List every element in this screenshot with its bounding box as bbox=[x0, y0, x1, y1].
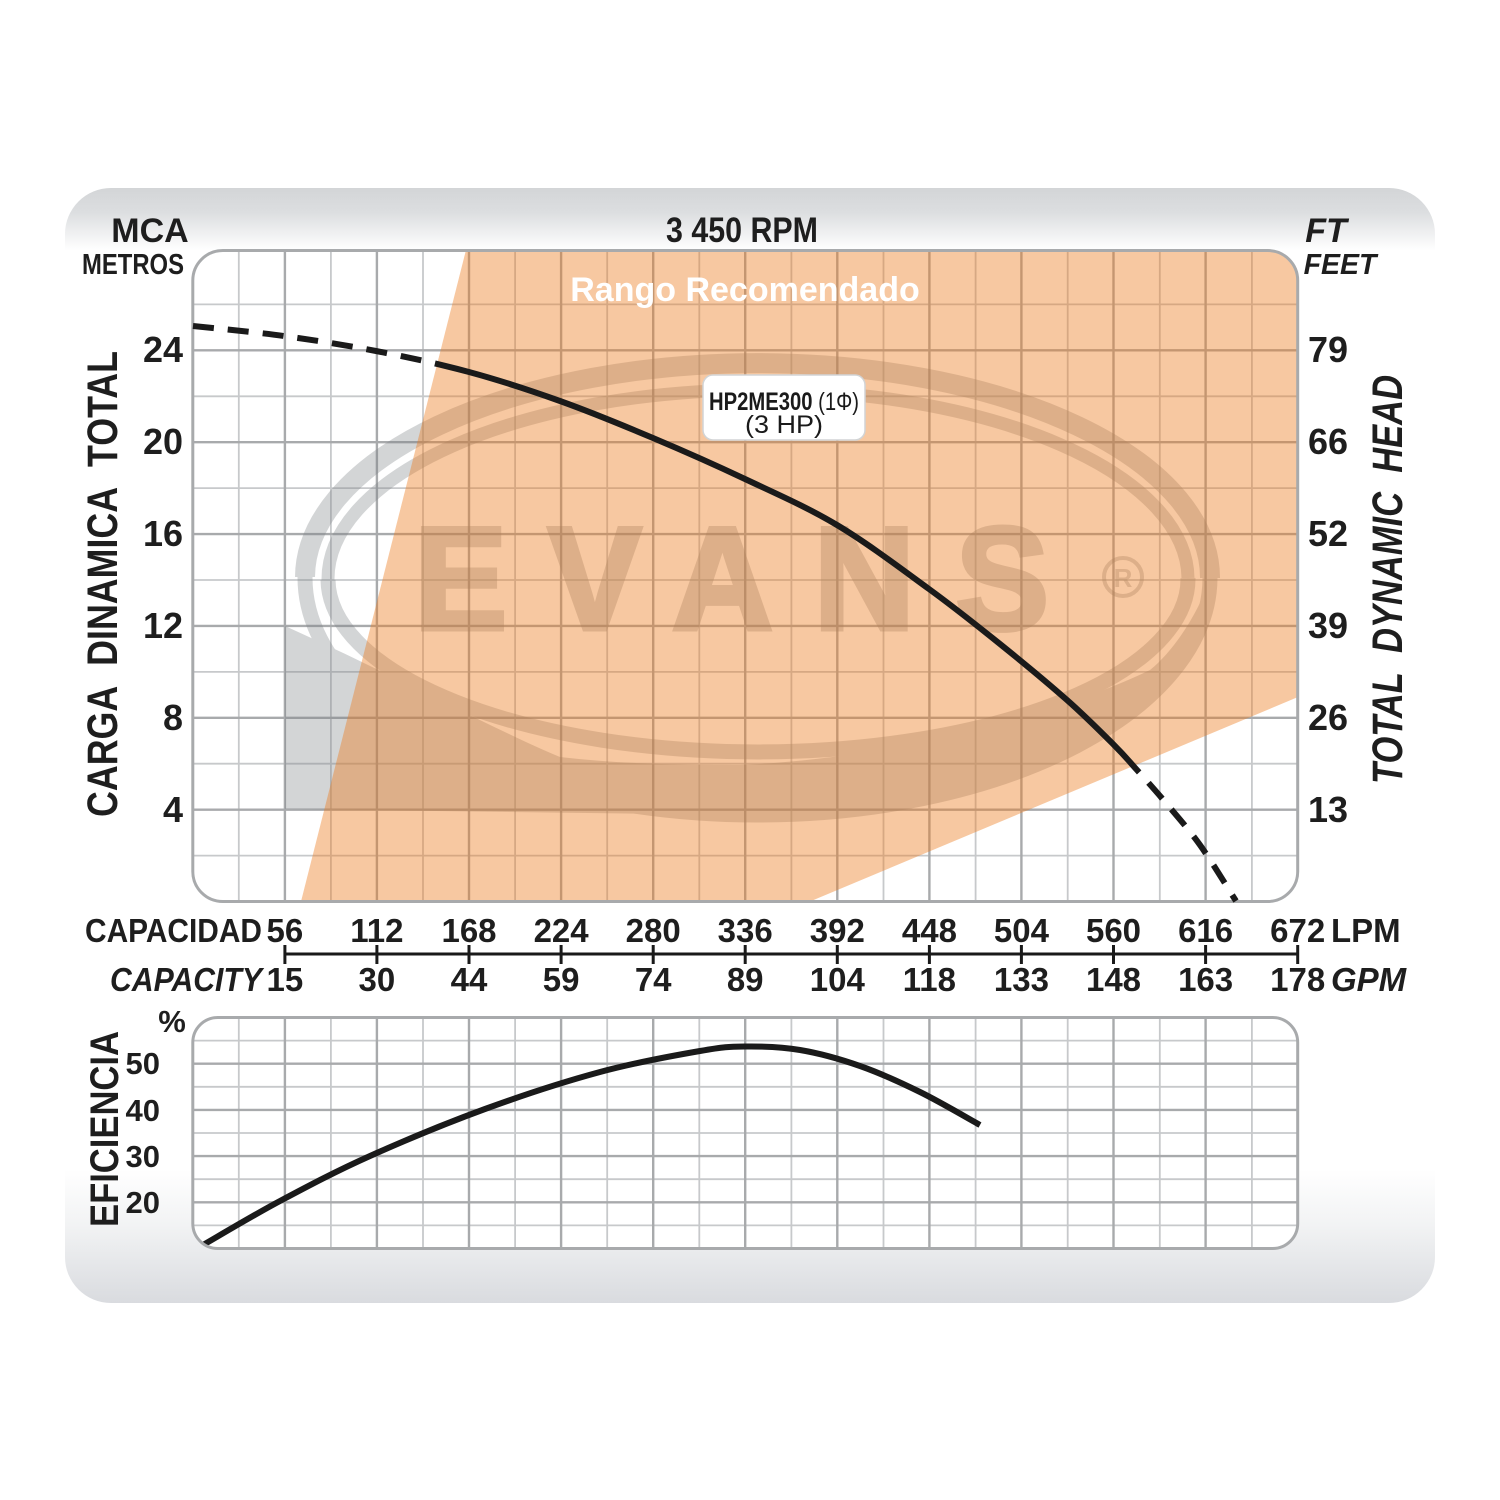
svg-text:59: 59 bbox=[543, 961, 580, 998]
svg-text:39: 39 bbox=[1308, 605, 1348, 646]
svg-text:89: 89 bbox=[727, 961, 764, 998]
svg-text:168: 168 bbox=[441, 912, 496, 949]
svg-text:163: 163 bbox=[1178, 961, 1233, 998]
svg-text:448: 448 bbox=[902, 912, 957, 949]
svg-text:Rango Recomendado: Rango Recomendado bbox=[570, 271, 919, 309]
svg-text:HP2ME300 (1Φ): HP2ME300 (1Φ) bbox=[709, 388, 859, 416]
svg-text:EFICIENCIA: EFICIENCIA bbox=[83, 1031, 127, 1227]
svg-text:EVANS: EVANS bbox=[414, 497, 1090, 660]
svg-text:616: 616 bbox=[1178, 912, 1233, 949]
svg-text:74: 74 bbox=[635, 961, 672, 998]
svg-text:560: 560 bbox=[1086, 912, 1141, 949]
svg-text:672: 672 bbox=[1270, 912, 1325, 949]
svg-text:104: 104 bbox=[810, 961, 866, 998]
svg-text:15: 15 bbox=[267, 961, 304, 998]
svg-text:40: 40 bbox=[126, 1093, 160, 1128]
svg-text:16: 16 bbox=[143, 513, 183, 554]
svg-text:280: 280 bbox=[626, 912, 681, 949]
svg-text:TOTAL DYNAMIC HEAD: TOTAL DYNAMIC HEAD bbox=[1364, 375, 1412, 784]
svg-text:%: % bbox=[158, 1004, 186, 1039]
svg-text:44: 44 bbox=[451, 961, 488, 998]
svg-text:CARGA DINAMICA TOTAL: CARGA DINAMICA TOTAL bbox=[79, 351, 127, 817]
svg-text:52: 52 bbox=[1308, 513, 1348, 554]
svg-text:336: 336 bbox=[718, 912, 773, 949]
svg-text:CAPACIDAD: CAPACIDAD bbox=[85, 912, 262, 949]
svg-text:178: 178 bbox=[1270, 961, 1325, 998]
svg-text:24: 24 bbox=[143, 329, 183, 370]
svg-text:148: 148 bbox=[1086, 961, 1141, 998]
svg-text:26: 26 bbox=[1308, 697, 1348, 738]
svg-text:LPM: LPM bbox=[1331, 912, 1401, 949]
svg-text:R: R bbox=[1114, 563, 1133, 593]
svg-text:118: 118 bbox=[903, 961, 956, 998]
svg-text:METROS: METROS bbox=[82, 249, 184, 281]
svg-text:13: 13 bbox=[1308, 789, 1348, 830]
svg-text:224: 224 bbox=[534, 912, 590, 949]
svg-text:FT: FT bbox=[1305, 212, 1350, 250]
svg-text:50: 50 bbox=[126, 1046, 160, 1081]
svg-text:66: 66 bbox=[1308, 421, 1348, 462]
svg-text:FEET: FEET bbox=[1304, 249, 1379, 281]
svg-text:MCA: MCA bbox=[111, 212, 188, 250]
svg-text:GPM: GPM bbox=[1331, 961, 1408, 998]
svg-text:12: 12 bbox=[143, 605, 183, 646]
svg-text:20: 20 bbox=[126, 1185, 160, 1220]
svg-text:392: 392 bbox=[810, 912, 865, 949]
svg-text:8: 8 bbox=[163, 697, 183, 738]
svg-text:56: 56 bbox=[267, 912, 304, 949]
svg-text:CAPACITY: CAPACITY bbox=[110, 961, 265, 998]
svg-text:504: 504 bbox=[994, 912, 1050, 949]
svg-text:(3 HP): (3 HP) bbox=[745, 411, 823, 439]
svg-text:30: 30 bbox=[359, 961, 396, 998]
svg-text:3 450 RPM: 3 450 RPM bbox=[666, 211, 818, 250]
svg-text:79: 79 bbox=[1308, 329, 1348, 370]
svg-text:4: 4 bbox=[163, 789, 183, 830]
svg-text:20: 20 bbox=[143, 421, 183, 462]
svg-text:112: 112 bbox=[350, 912, 403, 949]
svg-text:30: 30 bbox=[126, 1139, 160, 1174]
svg-text:133: 133 bbox=[994, 961, 1049, 998]
